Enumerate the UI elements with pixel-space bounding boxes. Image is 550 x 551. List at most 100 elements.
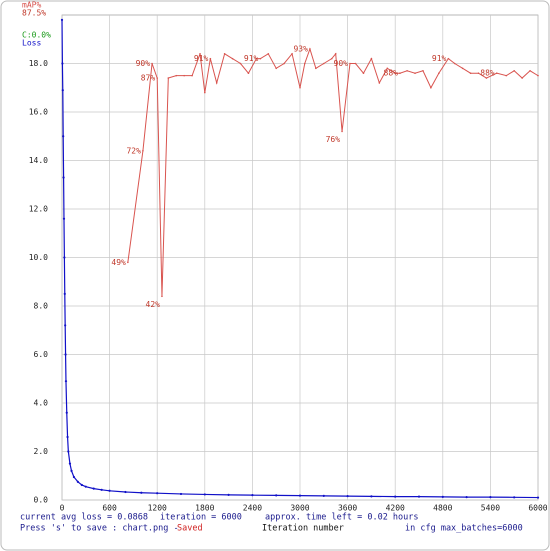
- data-point: [323, 62, 325, 65]
- data-point: [92, 487, 95, 490]
- y-tick-label: 12.0: [29, 205, 48, 214]
- data-point: [259, 57, 262, 60]
- status-iteration: iteration = 6000: [160, 513, 242, 523]
- data-point: [231, 57, 234, 60]
- legend-entry: 87.5%: [22, 9, 46, 18]
- x-tick-label: 4200: [386, 504, 405, 513]
- data-point: [422, 69, 424, 72]
- data-point: [63, 292, 66, 295]
- data-point: [485, 77, 488, 79]
- data-point: [62, 217, 66, 220]
- data-point: [227, 493, 230, 497]
- status-save: Press 's' to save : chart.png -: [20, 524, 179, 534]
- x-tick-label: 0: [60, 504, 65, 513]
- data-point: [298, 494, 302, 497]
- x-tick-label: 1200: [148, 504, 167, 513]
- data-point: [394, 495, 397, 498]
- data-point: [529, 69, 531, 72]
- status-loss: current avg loss = 0.0868: [20, 513, 148, 523]
- status-time: approx. time left = 0.02 hours: [265, 513, 419, 523]
- data-point: [441, 495, 444, 498]
- data-point: [175, 74, 178, 77]
- data-point: [315, 67, 317, 70]
- data-label: 42%: [146, 300, 161, 309]
- data-point: [394, 72, 397, 74]
- data-point: [330, 57, 333, 60]
- x-tick-label: 1800: [195, 504, 214, 513]
- data-point: [70, 469, 73, 472]
- y-tick-label: 10.0: [29, 253, 48, 262]
- data-point: [64, 353, 67, 356]
- data-point: [334, 53, 337, 55]
- data-label: 91%: [244, 54, 259, 63]
- data-label: 90%: [136, 59, 151, 68]
- data-point: [513, 496, 516, 499]
- y-tick-label: 6.0: [34, 350, 49, 359]
- data-point: [354, 62, 357, 65]
- data-point: [191, 74, 193, 77]
- data-label: 93%: [293, 44, 308, 53]
- data-point: [370, 495, 373, 498]
- grid: 0.0 2.0 4.0 6.0 8.0 10.0 12.0 14.0 16.0 18.0 0 600 1…: [29, 15, 548, 513]
- x-tick-label: 2400: [243, 504, 262, 513]
- y-tick-label: 2.0: [34, 447, 49, 456]
- data-point: [537, 74, 539, 77]
- data-point: [62, 176, 65, 179]
- data-point: [469, 72, 472, 74]
- x-tick-label: 5400: [481, 504, 500, 513]
- data-point: [100, 488, 103, 491]
- data-point: [142, 150, 144, 152]
- data-point: [291, 53, 293, 55]
- data-label: 88%: [384, 69, 399, 78]
- data-point: [399, 72, 401, 74]
- data-point: [341, 130, 343, 133]
- data-point: [124, 490, 127, 494]
- data-point: [251, 494, 254, 497]
- data-label: 76%: [326, 135, 341, 144]
- data-point: [179, 492, 183, 496]
- data-point: [406, 69, 408, 72]
- data-point: [80, 483, 83, 487]
- data-point: [108, 489, 111, 492]
- data-point: [76, 480, 79, 483]
- data-point: [204, 91, 206, 94]
- data-point: [299, 86, 301, 89]
- data-point: [72, 475, 75, 479]
- data-point: [64, 324, 67, 327]
- data-point: [151, 62, 153, 65]
- data-point: [461, 67, 464, 70]
- data-point: [430, 86, 432, 89]
- y-tick-label: 4.0: [34, 399, 49, 408]
- data-point: [63, 256, 66, 259]
- x-axis-label: Iteration number: [262, 524, 344, 534]
- data-point: [536, 496, 540, 499]
- x-tick-label: 4800: [433, 504, 452, 513]
- data-label: 49%: [111, 258, 126, 267]
- data-point: [255, 57, 258, 60]
- data-point: [346, 495, 349, 498]
- data-label: 72%: [126, 146, 141, 155]
- data-point: [438, 72, 440, 74]
- marks: 49% 72% 90% 87% 42% 91% 91% 93% 76% 90% 88% 91% 88%: [60, 18, 540, 499]
- data-point: [303, 62, 306, 65]
- data-point: [67, 450, 70, 453]
- data-point: [239, 62, 242, 65]
- data-point: [203, 493, 206, 496]
- data-point: [309, 48, 311, 50]
- data-point: [64, 380, 68, 383]
- data-point: [61, 62, 64, 65]
- data-point: [417, 495, 421, 498]
- data-point: [156, 77, 158, 79]
- x-tick-label: 3000: [290, 504, 309, 513]
- data-point: [505, 74, 508, 77]
- data-label: 90%: [334, 59, 349, 68]
- data-point: [68, 462, 72, 465]
- data-point: [156, 492, 159, 495]
- data-point: [62, 135, 65, 138]
- data-point: [209, 57, 212, 60]
- data-point: [167, 77, 170, 79]
- data-point: [489, 495, 492, 499]
- data-point: [199, 53, 201, 55]
- data-point: [370, 57, 373, 60]
